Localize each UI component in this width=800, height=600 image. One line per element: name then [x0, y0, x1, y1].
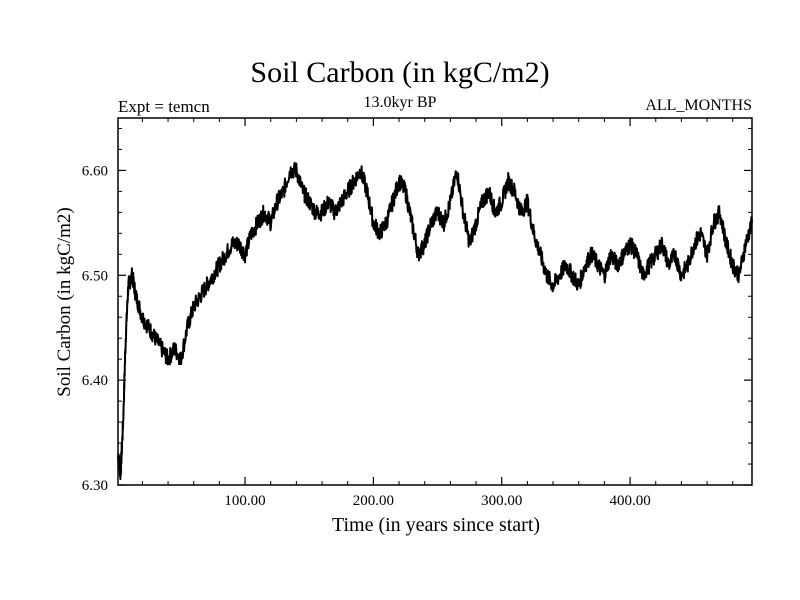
x-tick-label: 100.00 [224, 493, 265, 509]
x-tick-label: 400.00 [609, 493, 650, 509]
y-tick-label: 6.60 [82, 163, 108, 179]
axis-ticks: 6.30 6.40 6.50 6.60 100.00 200.00 300.00 400.00 [82, 118, 752, 509]
chart-title: Soil Carbon (in kgC/m2) [250, 56, 550, 89]
y-tick-label: 6.30 [82, 478, 108, 494]
series-line-soil-carbon [117, 161, 753, 481]
months-label: ALL_MONTHS [645, 97, 752, 114]
x-tick-label: 200.00 [353, 493, 394, 509]
y-axis-label: Soil Carbon (in kgC/m2) [54, 207, 75, 397]
chart-subtitle: 13.0kyr BP [363, 94, 437, 111]
y-tick-label: 6.40 [82, 373, 108, 389]
x-tick-label: 300.00 [481, 493, 522, 509]
experiment-label: Expt = temcn [118, 97, 210, 116]
x-axis-label: Time (in years since start) [331, 514, 541, 536]
y-tick-label: 6.50 [82, 268, 108, 284]
plot-frame [117, 117, 753, 486]
